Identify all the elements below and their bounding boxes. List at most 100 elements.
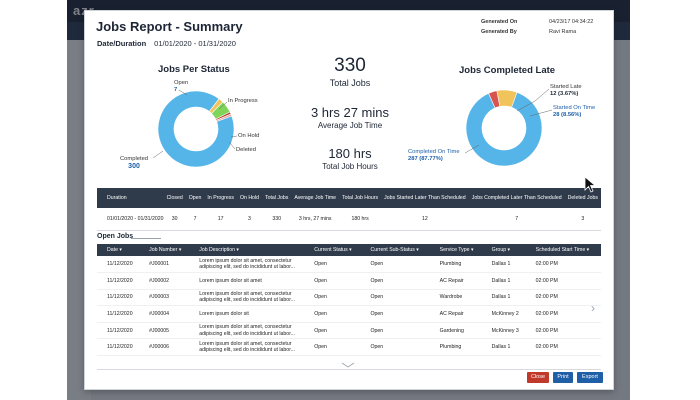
- jobs-cell: Open: [304, 256, 361, 274]
- summary-col-header: On Hold: [236, 188, 262, 208]
- summary-col-header: In Progress: [204, 188, 237, 208]
- generated-by-value: Ravi Rama: [549, 29, 577, 35]
- label-completed: Completed 300: [120, 156, 148, 171]
- label-open-text: Open: [174, 80, 189, 86]
- jobs-cell: Open: [360, 338, 430, 357]
- jobs-cell: 11/12/2020: [97, 338, 140, 357]
- jobs-cell: 02:00 PM: [525, 322, 601, 340]
- jobs-col-header[interactable]: Date ▾: [97, 244, 140, 256]
- summary-cell: 7: [185, 208, 205, 231]
- label-started-late-value: 12 (3.67%): [550, 90, 579, 97]
- jobs-cell: Open: [360, 322, 430, 340]
- jobs-col-header[interactable]: Group ▾: [481, 244, 526, 256]
- jobs-cell: 11/12/2020: [97, 256, 140, 274]
- jobs-completed-late-chart: [464, 88, 544, 168]
- date-duration-value: 01/01/2020 - 01/31/2020: [154, 39, 236, 48]
- jobs-cell: Lorem ipsum dolor sit amet, consectetur …: [189, 289, 305, 307]
- table-row[interactable]: 11/12/2020 #J00004 Lorem ipsum dolor sit Op…: [97, 305, 601, 323]
- average-job-time-label: Average Job Time: [317, 121, 383, 130]
- jobs-cell: Open: [360, 256, 430, 274]
- table-row[interactable]: 11/12/2020 #J00001 Lorem ipsum dolor sit a…: [97, 256, 601, 274]
- summary-col-header: Closed: [163, 188, 186, 208]
- label-started-late-text: Started Late: [550, 84, 582, 90]
- label-completed-on-time: Completed On Time 287 (87.77%): [408, 149, 460, 162]
- label-deleted: Deleted: [236, 147, 256, 153]
- jobs-cell: Plumbing: [429, 338, 482, 357]
- jobs-col-header[interactable]: Current Status ▾: [304, 244, 361, 256]
- summary-cell: 180 hrs: [339, 208, 382, 231]
- summary-col-header: Average Job Time: [291, 188, 340, 208]
- table-row[interactable]: 11/12/2020 #J00006 Lorem ipsum dolor sit a…: [97, 338, 601, 357]
- print-button[interactable]: Print: [553, 372, 573, 383]
- summary-table-row: 01/01/2020 - 01/31/2020 30 7 17 3 330 3 hrs, 2…: [97, 208, 601, 231]
- close-button[interactable]: Close: [527, 372, 549, 383]
- summary-cell: 330: [261, 208, 292, 231]
- jobs-cell: Open: [304, 338, 361, 357]
- jobs-col-header[interactable]: Job Description ▾: [189, 244, 305, 256]
- jobs-cell: 02:00 PM: [525, 256, 601, 274]
- jobs-cell: 11/12/2020: [97, 305, 140, 323]
- open-jobs-header: Date ▾ Job Number ▾ Job Description ▾ Curre…: [97, 244, 601, 256]
- jobs-cell: Lorem ipsum dolor sit amet, consectetur …: [189, 322, 305, 340]
- total-jobs-label: Total Jobs: [329, 78, 371, 88]
- open-jobs-label: Open Jobs: [97, 233, 134, 240]
- date-duration: Date/Duration 01/01/2020 - 01/31/2020: [97, 39, 236, 48]
- table-row[interactable]: 11/12/2020 #J00005 Lorem ipsum dolor sit a…: [97, 322, 601, 340]
- chevron-right-icon[interactable]: ›: [591, 301, 595, 315]
- label-started-on-time: Started On Time 28 (8.56%): [553, 105, 595, 118]
- jobs-cell: #J00002: [139, 272, 190, 290]
- label-open: Open 7: [174, 80, 188, 93]
- jobs-cell: 02:00 PM: [525, 272, 601, 290]
- average-job-time: 3 hrs 27 mins Average Job Time: [280, 105, 420, 130]
- jobs-cell: 11/12/2020: [97, 289, 140, 307]
- total-jobs: 330 Total Jobs: [280, 55, 420, 88]
- jobs-col-header[interactable]: Service Type ▾: [429, 244, 482, 256]
- jobs-cell: 02:00 PM: [525, 338, 601, 357]
- summary-col-header: Total Jobs: [261, 188, 292, 208]
- summary-col-header: Duration: [97, 188, 164, 208]
- jobs-col-header[interactable]: Current Sub-Status ▾: [360, 244, 430, 256]
- jobs-cell: #J00003: [139, 289, 190, 307]
- jobs-completed-late-title: Jobs Completed Late: [459, 65, 556, 76]
- jobs-cell: #J00005: [139, 322, 190, 340]
- total-job-hours-label: Total Job Hours: [322, 162, 378, 171]
- table-row[interactable]: 11/12/2020 #J00002 Lorem ipsum dolor sit a…: [97, 272, 601, 290]
- modal-title: Jobs Report - Summary: [96, 19, 243, 34]
- jobs-col-header[interactable]: Job Number ▾: [139, 244, 190, 256]
- export-button[interactable]: Export: [577, 372, 603, 383]
- jobs-cell: Open: [304, 322, 361, 340]
- donut-slice-completed-on-time: [465, 91, 543, 167]
- jobs-per-status-donut: [157, 90, 235, 168]
- label-completed-text: Completed: [120, 156, 149, 162]
- jobs-report-modal: Jobs Report - Summary Date/Duration 01/01…: [84, 10, 614, 390]
- jobs-cell: Lorem ipsum dolor sit amet, consectetur …: [189, 256, 305, 274]
- jobs-col-header[interactable]: Scheduled Start Time ▾: [525, 244, 601, 256]
- jobs-cell: Wardrobe: [429, 289, 482, 307]
- jobs-cell: Open: [360, 305, 430, 323]
- jobs-completed-late-donut: [465, 89, 543, 167]
- total-job-hours: 180 hrs Total Job Hours: [280, 146, 420, 171]
- label-completed-on-time-text: Completed On Time: [408, 149, 460, 155]
- jobs-cell: AC Repair: [429, 272, 482, 290]
- jobs-per-status-title: Jobs Per Status: [158, 64, 230, 75]
- jobs-cell: Dallas 1: [481, 256, 526, 274]
- summary-col-header: Open: [185, 188, 205, 208]
- jobs-per-status-chart: [156, 89, 236, 169]
- jobs-cell: 11/12/2020: [97, 272, 140, 290]
- label-open-value: 7: [174, 86, 178, 93]
- total-job-hours-value: 180 hrs: [328, 146, 372, 161]
- chevron-down-icon[interactable]: [341, 362, 355, 368]
- summary-col-header: Total Job Hours: [339, 188, 382, 208]
- open-jobs-divider: [131, 238, 161, 239]
- total-jobs-value: 330: [334, 55, 366, 76]
- date-duration-label: Date/Duration: [97, 39, 147, 48]
- jobs-cell: Lorem ipsum dolor sit amet: [189, 272, 305, 290]
- mouse-cursor-icon: [584, 176, 597, 193]
- jobs-cell: Dallas 1: [481, 289, 526, 307]
- jobs-cell: #J00004: [139, 305, 190, 323]
- label-completed-on-time-value: 287 (87.77%): [408, 155, 443, 162]
- table-row[interactable]: 11/12/2020 #J00003 Lorem ipsum dolor sit a…: [97, 289, 601, 307]
- jobs-cell: Open: [304, 272, 361, 290]
- open-jobs-scroll-area[interactable]: Date ▾ Job Number ▾ Job Description ▾ Curre…: [97, 244, 601, 370]
- jobs-cell: #J00001: [139, 256, 190, 274]
